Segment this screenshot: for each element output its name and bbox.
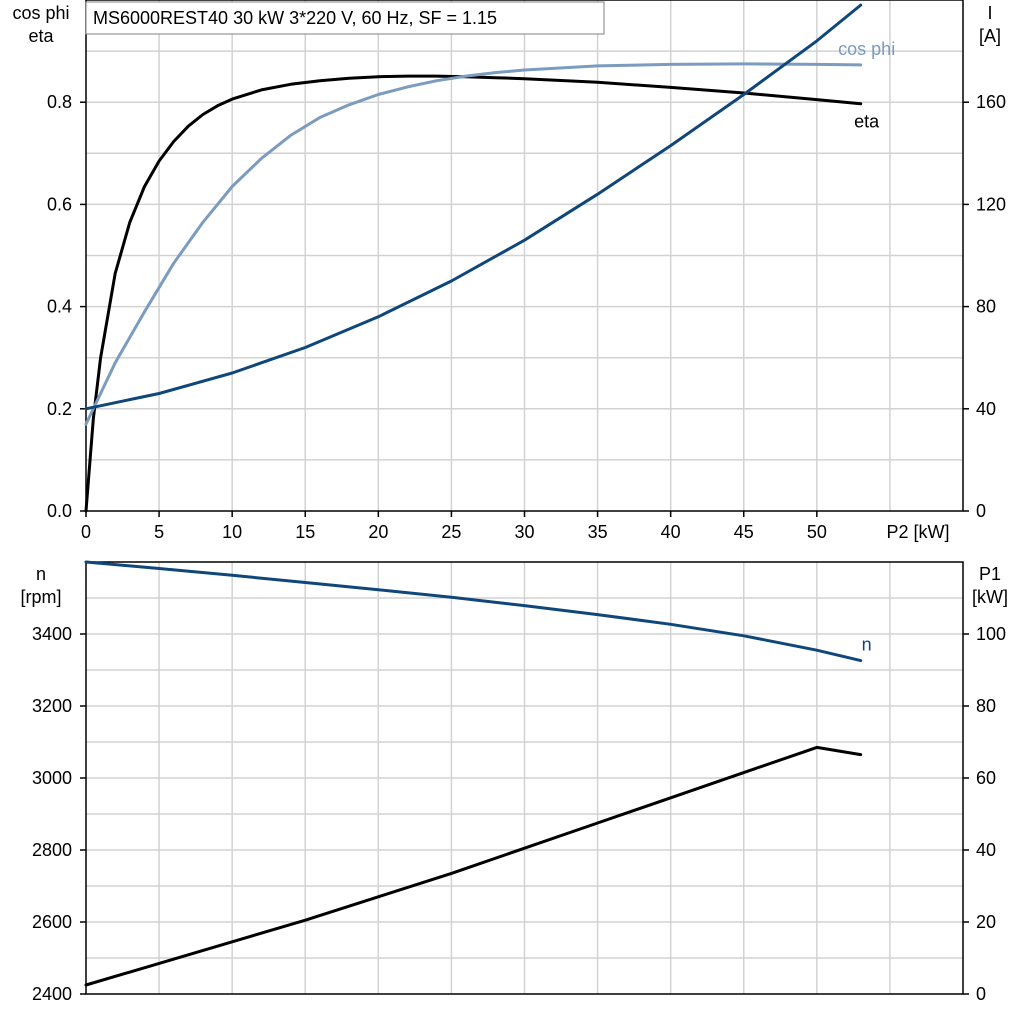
y-left-tick-label: 3000 (32, 768, 72, 788)
x-tick-label: 10 (222, 522, 242, 542)
y-left-tick-label: 3200 (32, 696, 72, 716)
title-box-frame (85, 1, 605, 35)
y-right-axis-label: [kW] (972, 587, 1008, 607)
x-tick-label: 25 (441, 522, 461, 542)
chart-title: MS6000REST40 30 kW 3*220 V, 60 Hz, SF = … (93, 8, 497, 28)
y-left-axis-label: eta (28, 26, 54, 46)
n-series-label: n (862, 635, 872, 655)
x-tick-label: 35 (588, 522, 608, 542)
y-left-tick-label: 2400 (32, 984, 72, 1004)
y-left-tick-label: 0.0 (47, 501, 72, 521)
x-tick-label: 45 (734, 522, 754, 542)
y-left-tick-label: 2800 (32, 840, 72, 860)
cos-phi-series-label: cos phi (838, 39, 895, 59)
y-left-tick-label: 0.8 (47, 92, 72, 112)
y-left-axis-label: [rpm] (20, 587, 61, 607)
y-right-tick-label: 100 (976, 624, 1006, 644)
x-axis-label: P2 [kW] (886, 522, 949, 542)
y-left-tick-label: 2600 (32, 912, 72, 932)
x-tick-label: 50 (807, 522, 827, 542)
y-right-axis-label: [A] (979, 26, 1001, 46)
upper-panel: 0.0 0.2 0.4 0.6 0.8 0 40 80 120 160 0 5 10 15 20 25 30 35… (12, 0, 1006, 542)
y-right-tick-label: 40 (976, 840, 996, 860)
x-tick-label: 5 (154, 522, 164, 542)
x-tick-label: 15 (295, 522, 315, 542)
y-right-axis-label: I (987, 3, 992, 23)
x-tick-label: 40 (661, 522, 681, 542)
y-right-tick-label: 40 (976, 399, 996, 419)
n-series-line (84, 560, 863, 663)
eta-series-line (84, 74, 863, 513)
lower-panel: 2400 2600 2800 3000 3200 3400 0 20 40 60 80 100 n [rp… (20, 560, 1008, 1004)
i-series-line (84, 3, 863, 411)
y-left-tick-label: 0.6 (47, 194, 72, 214)
y-left-axis-label: n (36, 564, 46, 584)
p1-series-line (84, 745, 863, 987)
title-box: MS6000REST40 30 kW 3*220 V, 60 Hz, SF = … (85, 1, 605, 35)
y-left-tick-label: 0.4 (47, 297, 72, 317)
y-right-tick-label: 80 (976, 297, 996, 317)
y-left-tick-label: 0.2 (47, 399, 72, 419)
y-right-tick-label: 0 (976, 984, 986, 1004)
y-right-tick-label: 160 (976, 92, 1006, 112)
x-tick-label: 20 (368, 522, 388, 542)
y-right-tick-label: 20 (976, 912, 996, 932)
y-right-tick-label: 80 (976, 696, 996, 716)
y-right-tick-label: 120 (976, 194, 1006, 214)
y-right-axis-label: P1 (979, 564, 1001, 584)
x-tick-label: 30 (514, 522, 534, 542)
y-left-axis-label: cos phi (12, 3, 69, 23)
y-right-tick-label: 0 (976, 501, 986, 521)
cos-phi-series-line (84, 62, 863, 426)
eta-series-label: eta (854, 112, 880, 132)
y-right-tick-label: 60 (976, 768, 996, 788)
y-left-tick-label: 3400 (32, 624, 72, 644)
x-tick-label: 0 (81, 522, 91, 542)
